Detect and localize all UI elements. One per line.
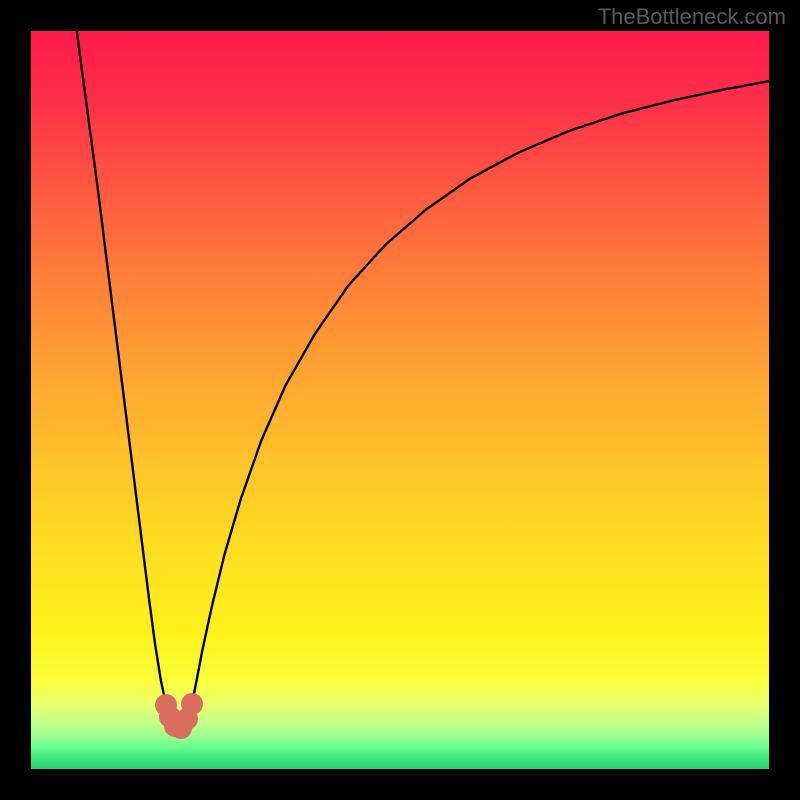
- curve-marker: [181, 693, 203, 715]
- chart-outer-frame: TheBottleneck.com: [0, 0, 800, 800]
- bottleneck-curve: [31, 31, 769, 769]
- watermark-label: TheBottleneck.com: [598, 4, 786, 30]
- plot-area: [31, 31, 769, 769]
